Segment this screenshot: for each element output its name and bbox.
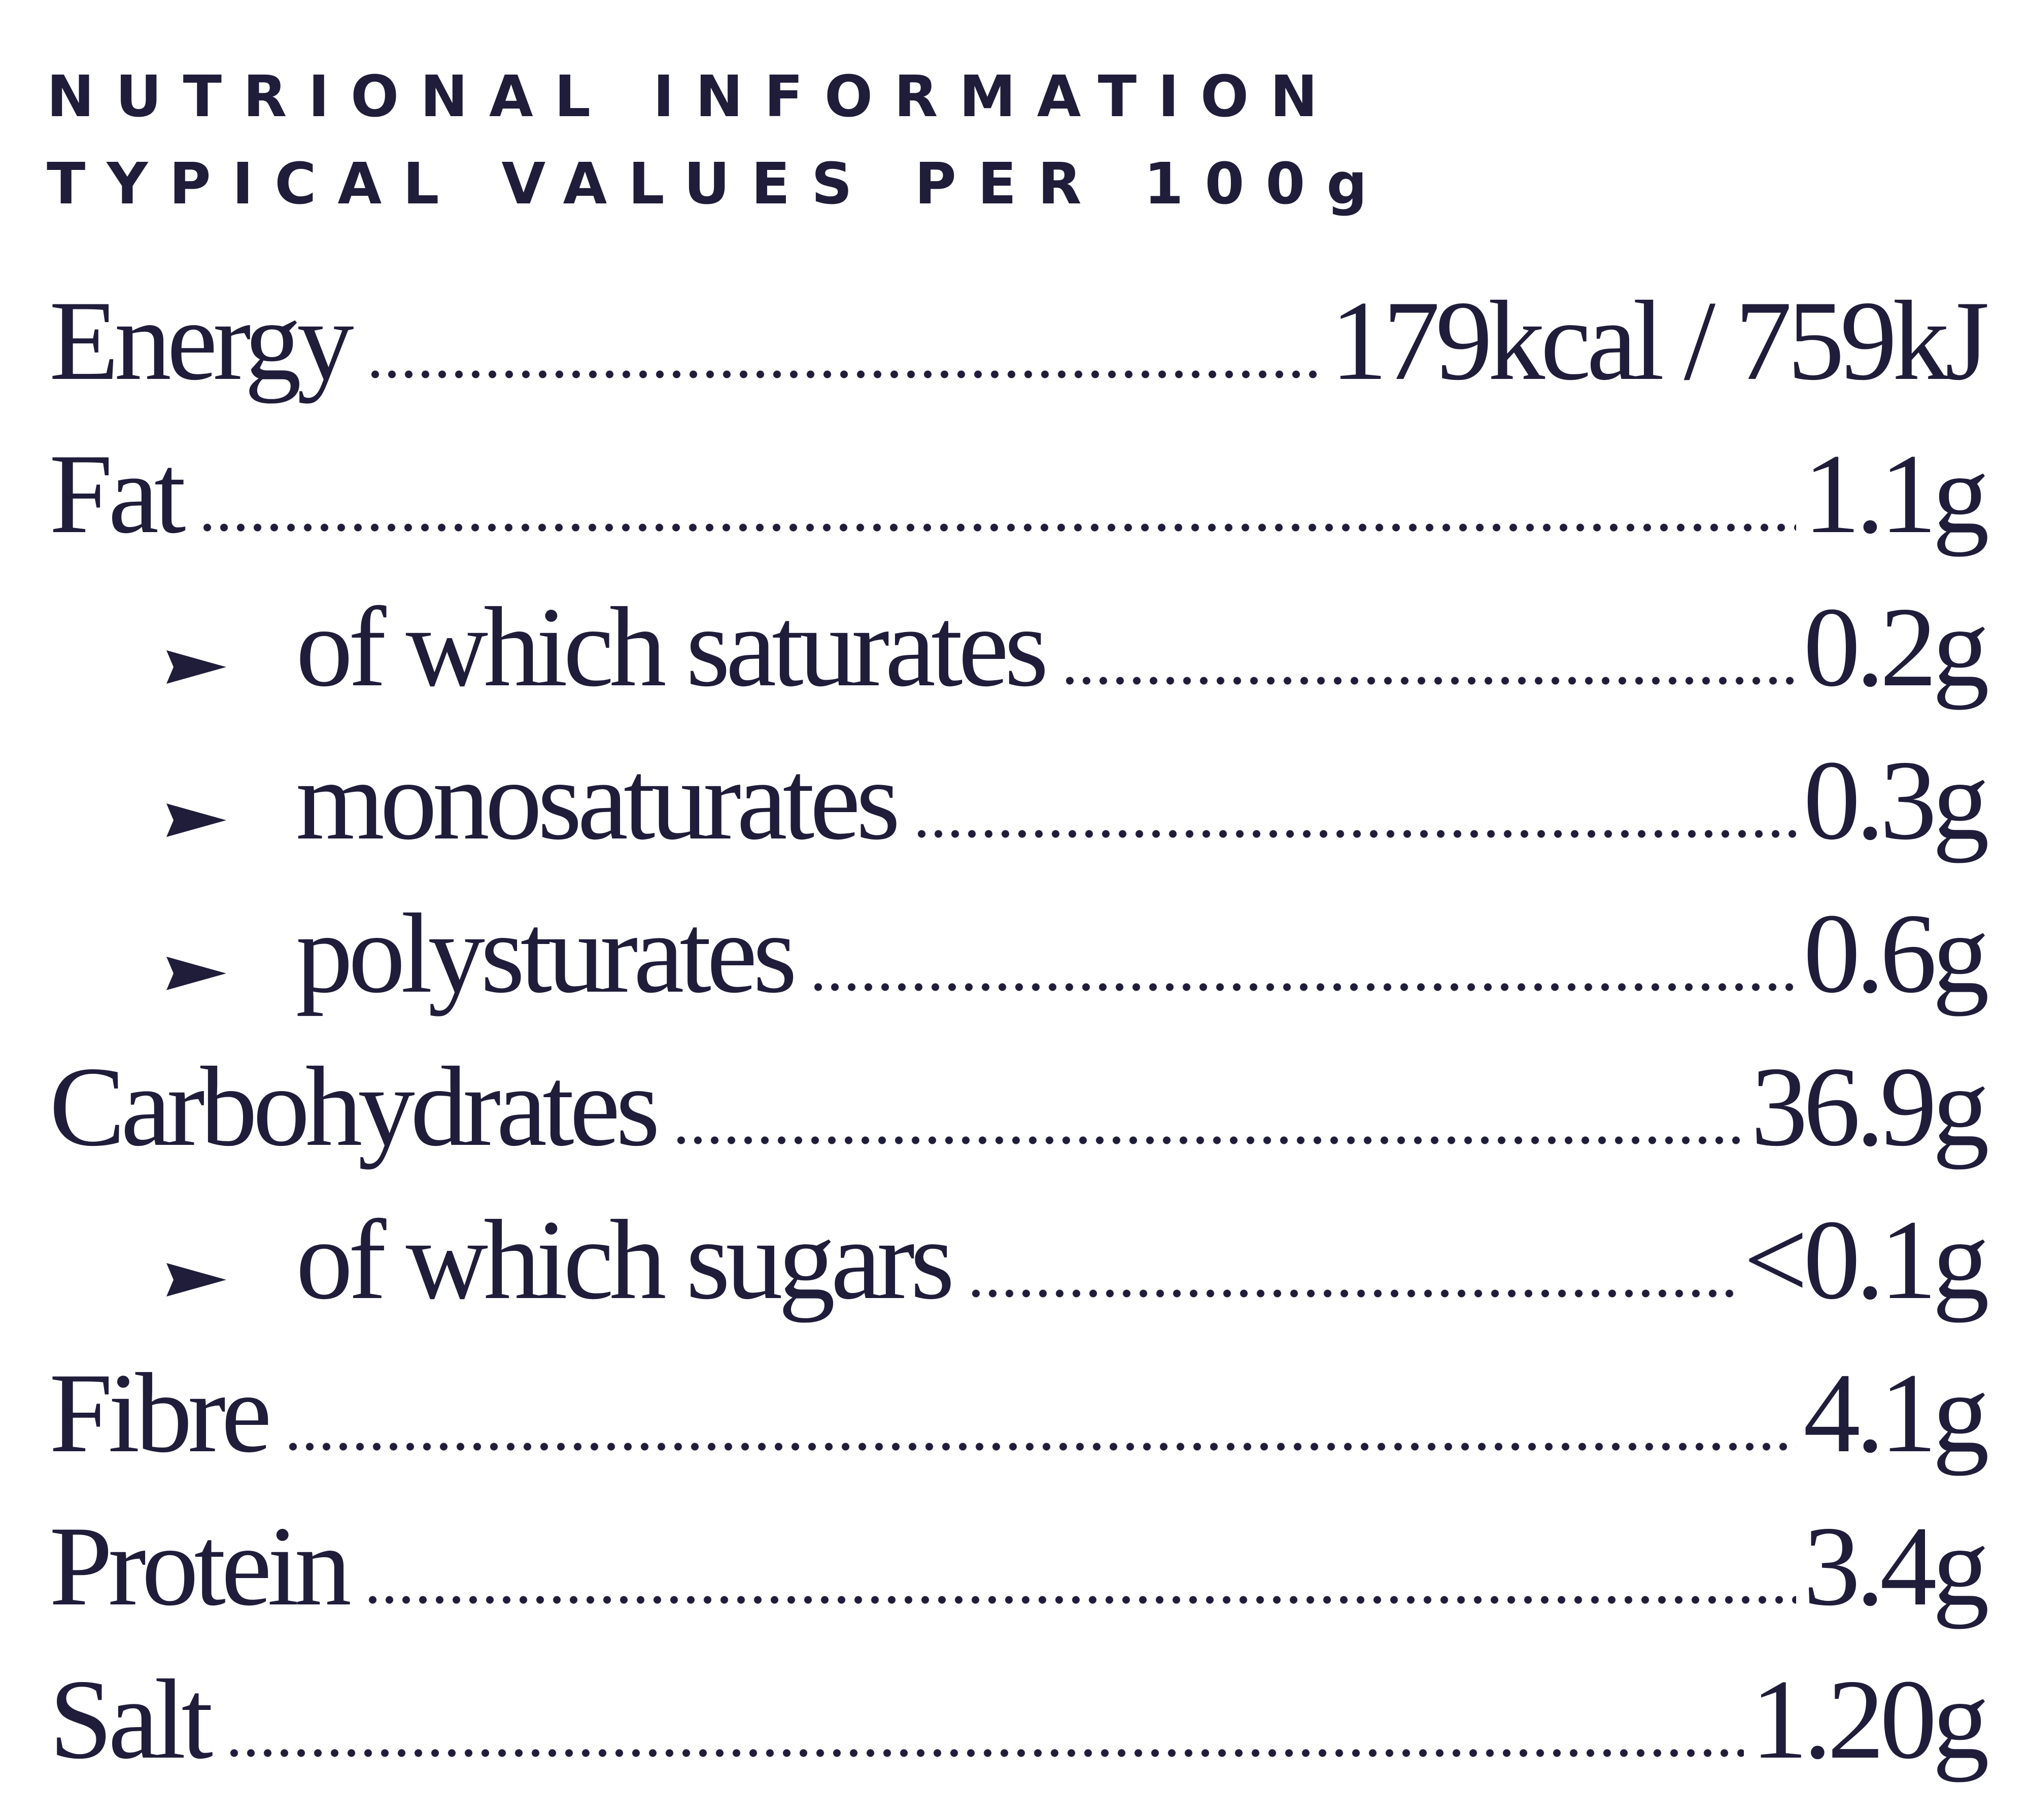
title: NUTRIONAL INFORMATION	[47, 64, 1339, 130]
leader	[366, 369, 1324, 379]
label: Fat	[49, 430, 186, 557]
nutrition-table: Energy 179kcal / 759kJ Fat 1.1g of which sat…	[49, 264, 1989, 1796]
leader	[198, 522, 1797, 533]
value: 1.20g	[1750, 1656, 1989, 1782]
arrow	[166, 803, 226, 837]
label: Energy	[49, 277, 354, 404]
value: 0.2g	[1803, 583, 1989, 710]
sub-row: of which saturates 0.2g	[49, 570, 1989, 723]
label: Fibre	[49, 1349, 272, 1476]
value: 0.3g	[1803, 737, 1989, 863]
value: 36.9g	[1750, 1043, 1989, 1170]
value: <0.1g	[1743, 1196, 1989, 1323]
label: Salt	[49, 1656, 213, 1782]
sub-row: polysturates 0.6g	[49, 877, 1989, 1030]
leader	[1061, 676, 1797, 686]
header: NUTRIONAL INFORMATION TYPICAL VALUES PER…	[47, 53, 1389, 228]
subtitle: TYPICAL VALUES PER 100g	[47, 151, 1389, 217]
label: of which sugars	[296, 1196, 955, 1323]
label: monosaturates	[296, 737, 901, 863]
arrow	[166, 1263, 226, 1297]
sub-row: of which sugars <0.1g	[49, 1183, 1989, 1336]
value: 179kcal / 759kJ	[1330, 277, 1989, 404]
leader	[226, 1748, 1744, 1758]
row: Protein 3.4g	[49, 1489, 1989, 1642]
leader	[967, 1288, 1737, 1299]
label: of which saturates	[296, 583, 1049, 710]
label: polysturates	[296, 890, 797, 1017]
value: 4.1g	[1803, 1349, 1989, 1476]
sub-row: monosaturates 0.3g	[49, 723, 1989, 877]
value: 3.4g	[1803, 1502, 1989, 1629]
arrow	[166, 957, 226, 990]
leader	[364, 1595, 1797, 1605]
label: Carbohydrates	[49, 1043, 660, 1170]
leader	[913, 829, 1797, 839]
row: Energy 179kcal / 759kJ	[49, 264, 1989, 417]
leader	[284, 1442, 1797, 1452]
row: Salt 1.20g	[49, 1642, 1989, 1796]
row: Fat 1.1g	[49, 417, 1989, 570]
leader	[673, 1135, 1744, 1145]
value: 0.6g	[1803, 890, 1989, 1017]
row: Fibre 4.1g	[49, 1336, 1989, 1489]
value: 1.1g	[1803, 430, 1989, 557]
arrow	[166, 650, 226, 684]
row: Carbohydrates 36.9g	[49, 1030, 1989, 1183]
leader	[810, 982, 1797, 992]
label: Protein	[49, 1502, 352, 1629]
